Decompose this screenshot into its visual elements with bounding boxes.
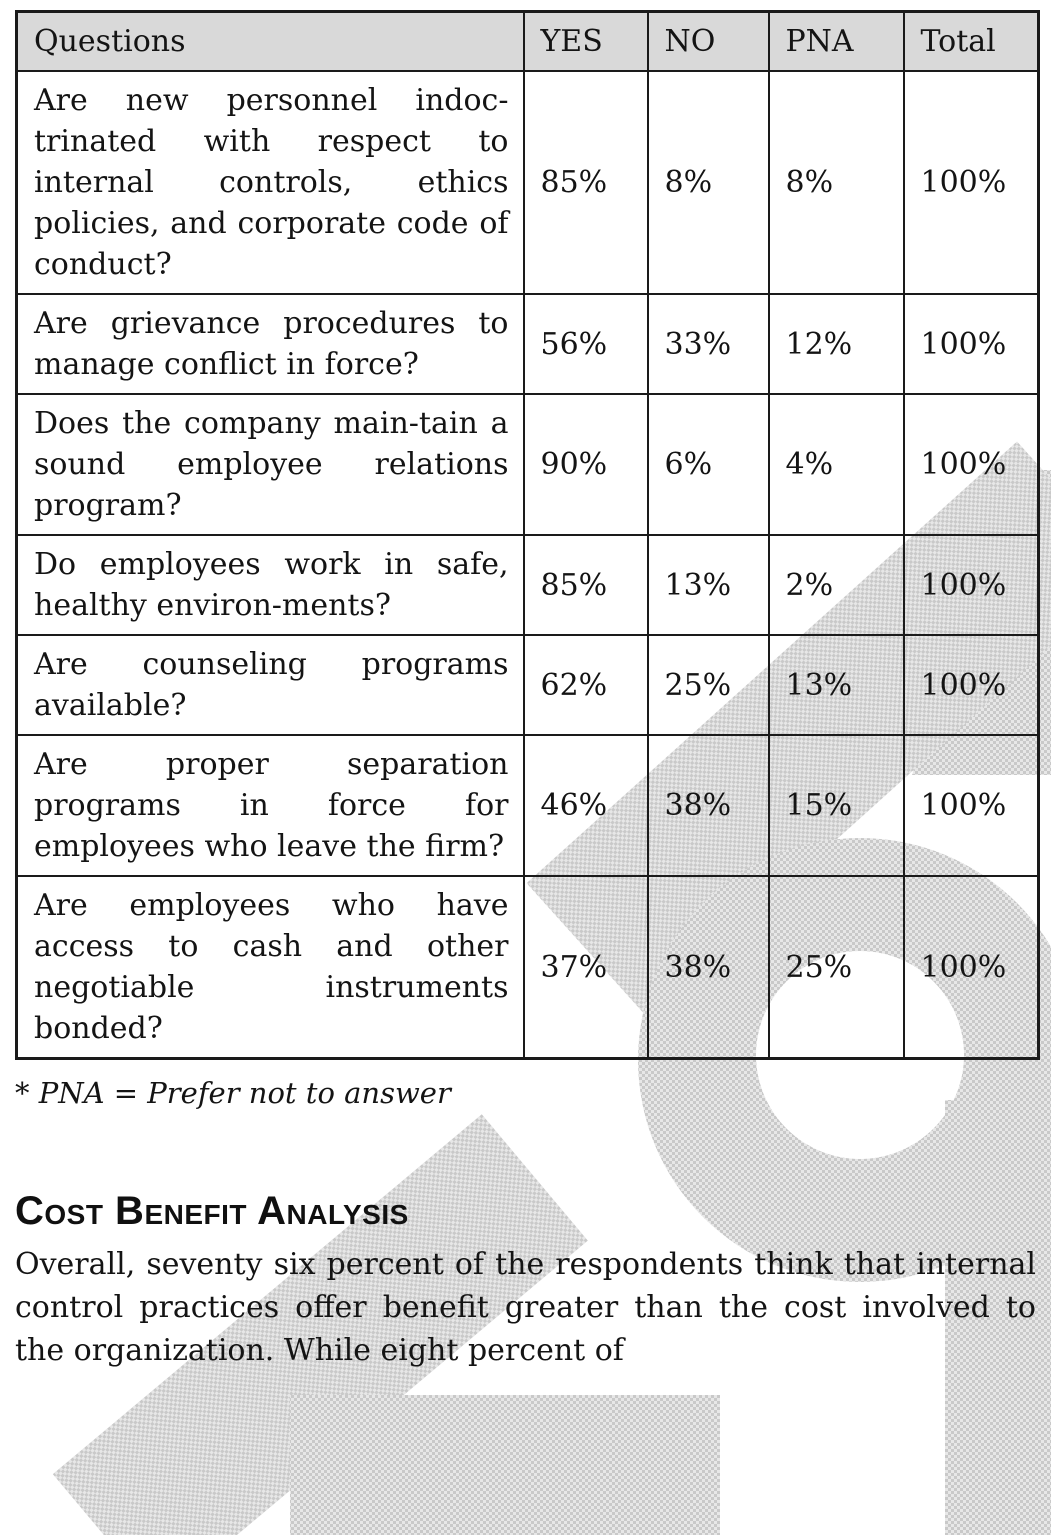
no-cell: 38% (646, 875, 770, 1060)
table-row: Are proper separation programs in force … (15, 734, 1040, 877)
page-content: Questions YES NO PNA Total Are new perso… (0, 10, 1051, 1372)
no-cell: 33% (646, 293, 770, 395)
question-cell: Are counseling programs available? (15, 634, 525, 736)
question-cell: Do employees work in safe, healthy envir… (15, 534, 525, 636)
header-yes: YES (522, 10, 649, 72)
pna-cell: 4% (767, 393, 905, 536)
yes-cell: 46% (522, 734, 649, 877)
yes-cell: 85% (522, 534, 649, 636)
yes-cell: 56% (522, 293, 649, 395)
yes-cell: 62% (522, 634, 649, 736)
table-row: Does the company main-tain a sound emplo… (15, 393, 1040, 536)
pna-cell: 13% (767, 634, 905, 736)
no-cell: 25% (646, 634, 770, 736)
question-cell: Are employees who have access to cash an… (15, 875, 525, 1060)
survey-table: Questions YES NO PNA Total Are new perso… (15, 10, 1040, 1060)
table-row: Do employees work in safe, healthy envir… (15, 534, 1040, 636)
no-cell: 6% (646, 393, 770, 536)
yes-cell: 90% (522, 393, 649, 536)
no-cell: 8% (646, 70, 770, 295)
total-cell: 100% (902, 393, 1040, 536)
table-row: Are grievance procedures to manage confl… (15, 293, 1040, 395)
total-cell: 100% (902, 875, 1040, 1060)
yes-cell: 37% (522, 875, 649, 1060)
header-pna: PNA (767, 10, 905, 72)
table-row: Are counseling programs available? 62% 2… (15, 634, 1040, 736)
question-cell: Are grievance procedures to manage confl… (15, 293, 525, 395)
table-footnote: * PNA = Prefer not to answer (15, 1076, 451, 1110)
table-row: Are employees who have access to cash an… (15, 875, 1040, 1060)
total-cell: 100% (902, 734, 1040, 877)
section-paragraph: Overall, seventy six percent of the resp… (15, 1247, 1036, 1368)
table-row: Are new personnel indoc-trinated with re… (15, 70, 1040, 295)
pna-cell: 8% (767, 70, 905, 295)
section-heading: Cost Benefit Analysis (15, 1189, 409, 1233)
header-no: NO (646, 10, 770, 72)
pna-cell: 12% (767, 293, 905, 395)
no-cell: 38% (646, 734, 770, 877)
question-cell: Are new personnel indoc-trinated with re… (15, 70, 525, 295)
yes-cell: 85% (522, 70, 649, 295)
pna-cell: 15% (767, 734, 905, 877)
header-total: Total (902, 10, 1040, 72)
table-header-row: Questions YES NO PNA Total (15, 10, 1040, 72)
total-cell: 100% (902, 634, 1040, 736)
total-cell: 100% (902, 70, 1040, 295)
total-cell: 100% (902, 534, 1040, 636)
header-questions: Questions (15, 10, 525, 72)
total-cell: 100% (902, 293, 1040, 395)
pna-cell: 25% (767, 875, 905, 1060)
pna-cell: 2% (767, 534, 905, 636)
question-cell: Does the company main-tain a sound emplo… (15, 393, 525, 536)
question-cell: Are proper separation programs in force … (15, 734, 525, 877)
no-cell: 13% (646, 534, 770, 636)
